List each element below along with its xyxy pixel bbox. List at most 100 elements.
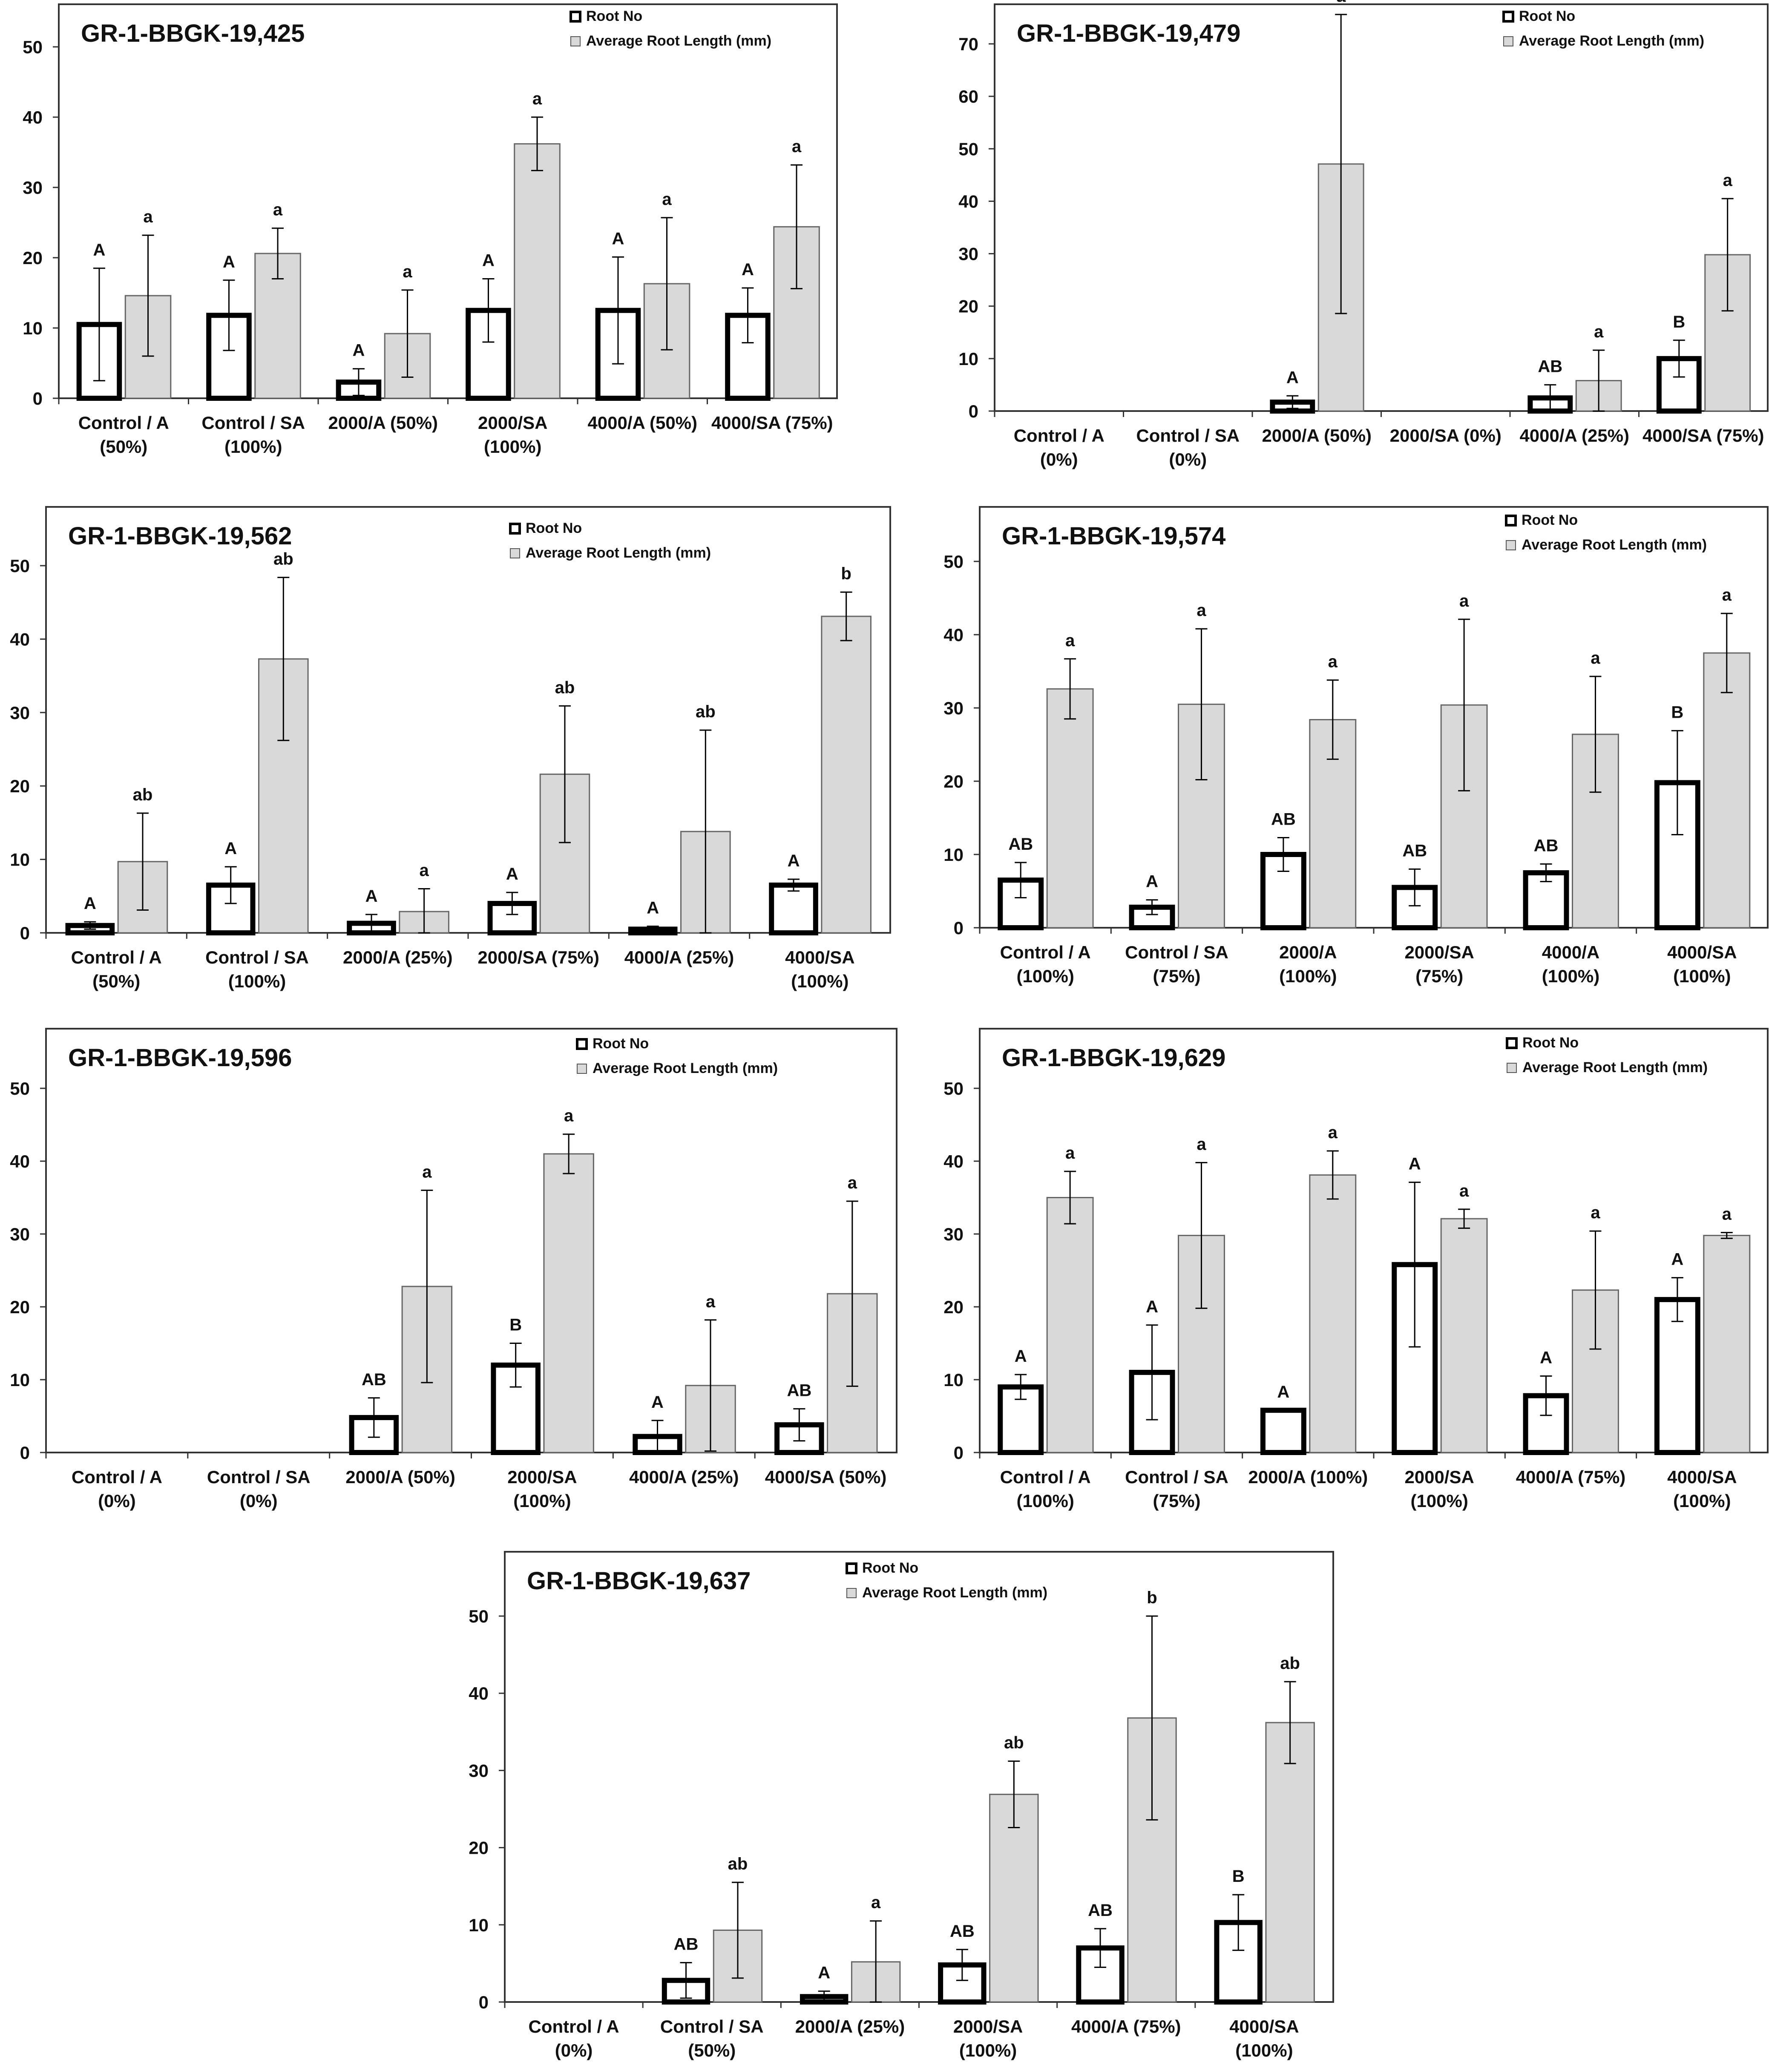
y-tick-label: 40 (469, 1683, 489, 1703)
x-category-label: 2000/A (50%) (345, 1467, 455, 1487)
x-category-label: 2000/SA (1404, 1467, 1474, 1487)
significance-letter: A (93, 241, 106, 259)
x-category-label: (50%) (92, 971, 140, 991)
significance-letter: a (1197, 1135, 1206, 1153)
bar-avg-root-length (543, 1153, 594, 1453)
significance-letter: AB (1088, 1901, 1113, 1920)
y-tick-label: 10 (10, 850, 30, 870)
y-tick-label: 40 (943, 1151, 964, 1171)
significance-letter: a (1722, 1205, 1732, 1224)
y-tick-label: 50 (23, 37, 43, 57)
x-category-label: 4000/SA (1667, 1467, 1737, 1487)
significance-letter: A (788, 851, 800, 870)
bar-avg-root-length (821, 616, 872, 934)
significance-letter: A (818, 1964, 830, 1982)
legend-label-root-no: Root No (526, 520, 582, 536)
y-tick-label: 30 (10, 1224, 30, 1244)
x-category-label: (100%) (791, 971, 849, 991)
legend-label-root-no: Root No (593, 1036, 649, 1052)
x-category-label: 2000/A (50%) (328, 413, 438, 433)
legend-swatch-avg-length (846, 1588, 857, 1598)
x-category-label: (100%) (224, 437, 282, 457)
significance-letter: a (1591, 1203, 1600, 1222)
x-category-label: 2000/A (50%) (1262, 426, 1372, 446)
significance-letter: AB (1538, 357, 1562, 376)
legend-label-root-no: Root No (1519, 8, 1575, 24)
legend-label-root-no: Root No (1522, 512, 1578, 528)
significance-letter: a (1328, 1123, 1338, 1142)
x-category-label: (100%) (1016, 1491, 1074, 1511)
bar-root-no (1656, 356, 1702, 414)
y-tick-label: 30 (943, 698, 964, 718)
significance-letter: A (1671, 1250, 1683, 1269)
significance-letter: AB (362, 1370, 386, 1389)
significance-letter: AB (674, 1935, 699, 1954)
y-tick-label: 40 (10, 1151, 30, 1171)
x-category-label: Control / A (71, 947, 162, 967)
x-category-label: 4000/A (75%) (1071, 2016, 1181, 2036)
bar-avg-root-length (514, 143, 561, 399)
significance-letter: a (1065, 1144, 1075, 1162)
x-category-label: (50%) (688, 2040, 736, 2060)
x-category-label: 2000/SA (478, 413, 547, 433)
x-category-label: (100%) (959, 2040, 1017, 2060)
x-category-label: Control / SA (205, 947, 309, 967)
y-tick-label: 30 (469, 1760, 489, 1780)
x-category-label: (0%) (240, 1491, 278, 1511)
x-category-label: (0%) (555, 2040, 593, 2060)
x-category-label: Control / SA (207, 1467, 311, 1487)
significance-letter: b (1147, 1588, 1157, 1607)
significance-letter: a (1594, 322, 1604, 341)
chart-title: GR-1-BBGK-19,629 (1002, 1044, 1225, 1072)
significance-letter: ab (133, 785, 153, 804)
significance-letter: A (742, 260, 754, 279)
y-tick-label: 60 (958, 86, 978, 106)
y-tick-label: 20 (23, 248, 43, 268)
y-tick-label: 0 (20, 923, 30, 943)
chart-panel-562: 0 10 20 30 40 50 GR-1-BBGK-19,562 Root No Averag… (10, 506, 891, 991)
x-category-label: Control / SA (1125, 942, 1228, 962)
significance-letter: a (143, 207, 153, 226)
x-category-label: (0%) (98, 1491, 136, 1511)
y-tick-label: 50 (943, 552, 964, 572)
x-category-label: 2000/SA (0%) (1390, 426, 1501, 446)
x-category-label: (100%) (1016, 966, 1074, 986)
bar-avg-root-length (1046, 1197, 1094, 1453)
significance-letter: ab (696, 702, 716, 721)
legend-label-root-no: Root No (586, 8, 642, 24)
legend-swatch-avg-length (1503, 36, 1513, 46)
significance-letter: B (1673, 313, 1685, 331)
significance-letter: a (848, 1174, 857, 1192)
legend-swatch-avg-length (577, 1064, 587, 1074)
x-category-label: (50%) (100, 437, 147, 457)
significance-letter: B (509, 1316, 522, 1335)
bar-avg-root-length (1309, 1174, 1357, 1453)
significance-letter: AB (1402, 841, 1427, 860)
x-category-label: (100%) (1542, 966, 1599, 986)
x-category-label: 2000/A (25%) (343, 947, 453, 967)
y-tick-label: 20 (10, 776, 30, 796)
significance-letter: A (1277, 1383, 1289, 1401)
chart-title: GR-1-BBGK-19,637 (527, 1567, 751, 1595)
x-category-label: 2000/SA (507, 1467, 577, 1487)
chart-panel-596: 0 10 20 30 40 50 GR-1-BBGK-19,596 Root No Averag… (10, 1028, 897, 1511)
bar-root-no (466, 308, 511, 401)
x-category-label: (0%) (1040, 449, 1078, 469)
legend-swatch-avg-length (510, 548, 520, 558)
significance-letter: a (420, 861, 429, 880)
significance-letter: A (651, 1393, 664, 1412)
x-category-label: (100%) (1673, 1491, 1731, 1511)
x-category-label: 2000/SA (75%) (477, 947, 599, 967)
y-tick-label: 10 (10, 1370, 30, 1390)
significance-letter: a (532, 89, 542, 108)
y-tick-label: 0 (479, 1992, 489, 2012)
x-category-label: (75%) (1415, 966, 1463, 986)
chart-panel-629: 0 10 20 30 40 50 GR-1-BBGK-19,629 Root No Averag… (943, 1028, 1769, 1511)
x-category-label: (100%) (1673, 966, 1731, 986)
significance-letter: a (1591, 649, 1600, 667)
significance-letter: b (841, 564, 851, 583)
significance-letter: a (1723, 171, 1733, 190)
legend-swatch-root-no (576, 1038, 588, 1050)
significance-letter: A (1540, 1348, 1552, 1367)
